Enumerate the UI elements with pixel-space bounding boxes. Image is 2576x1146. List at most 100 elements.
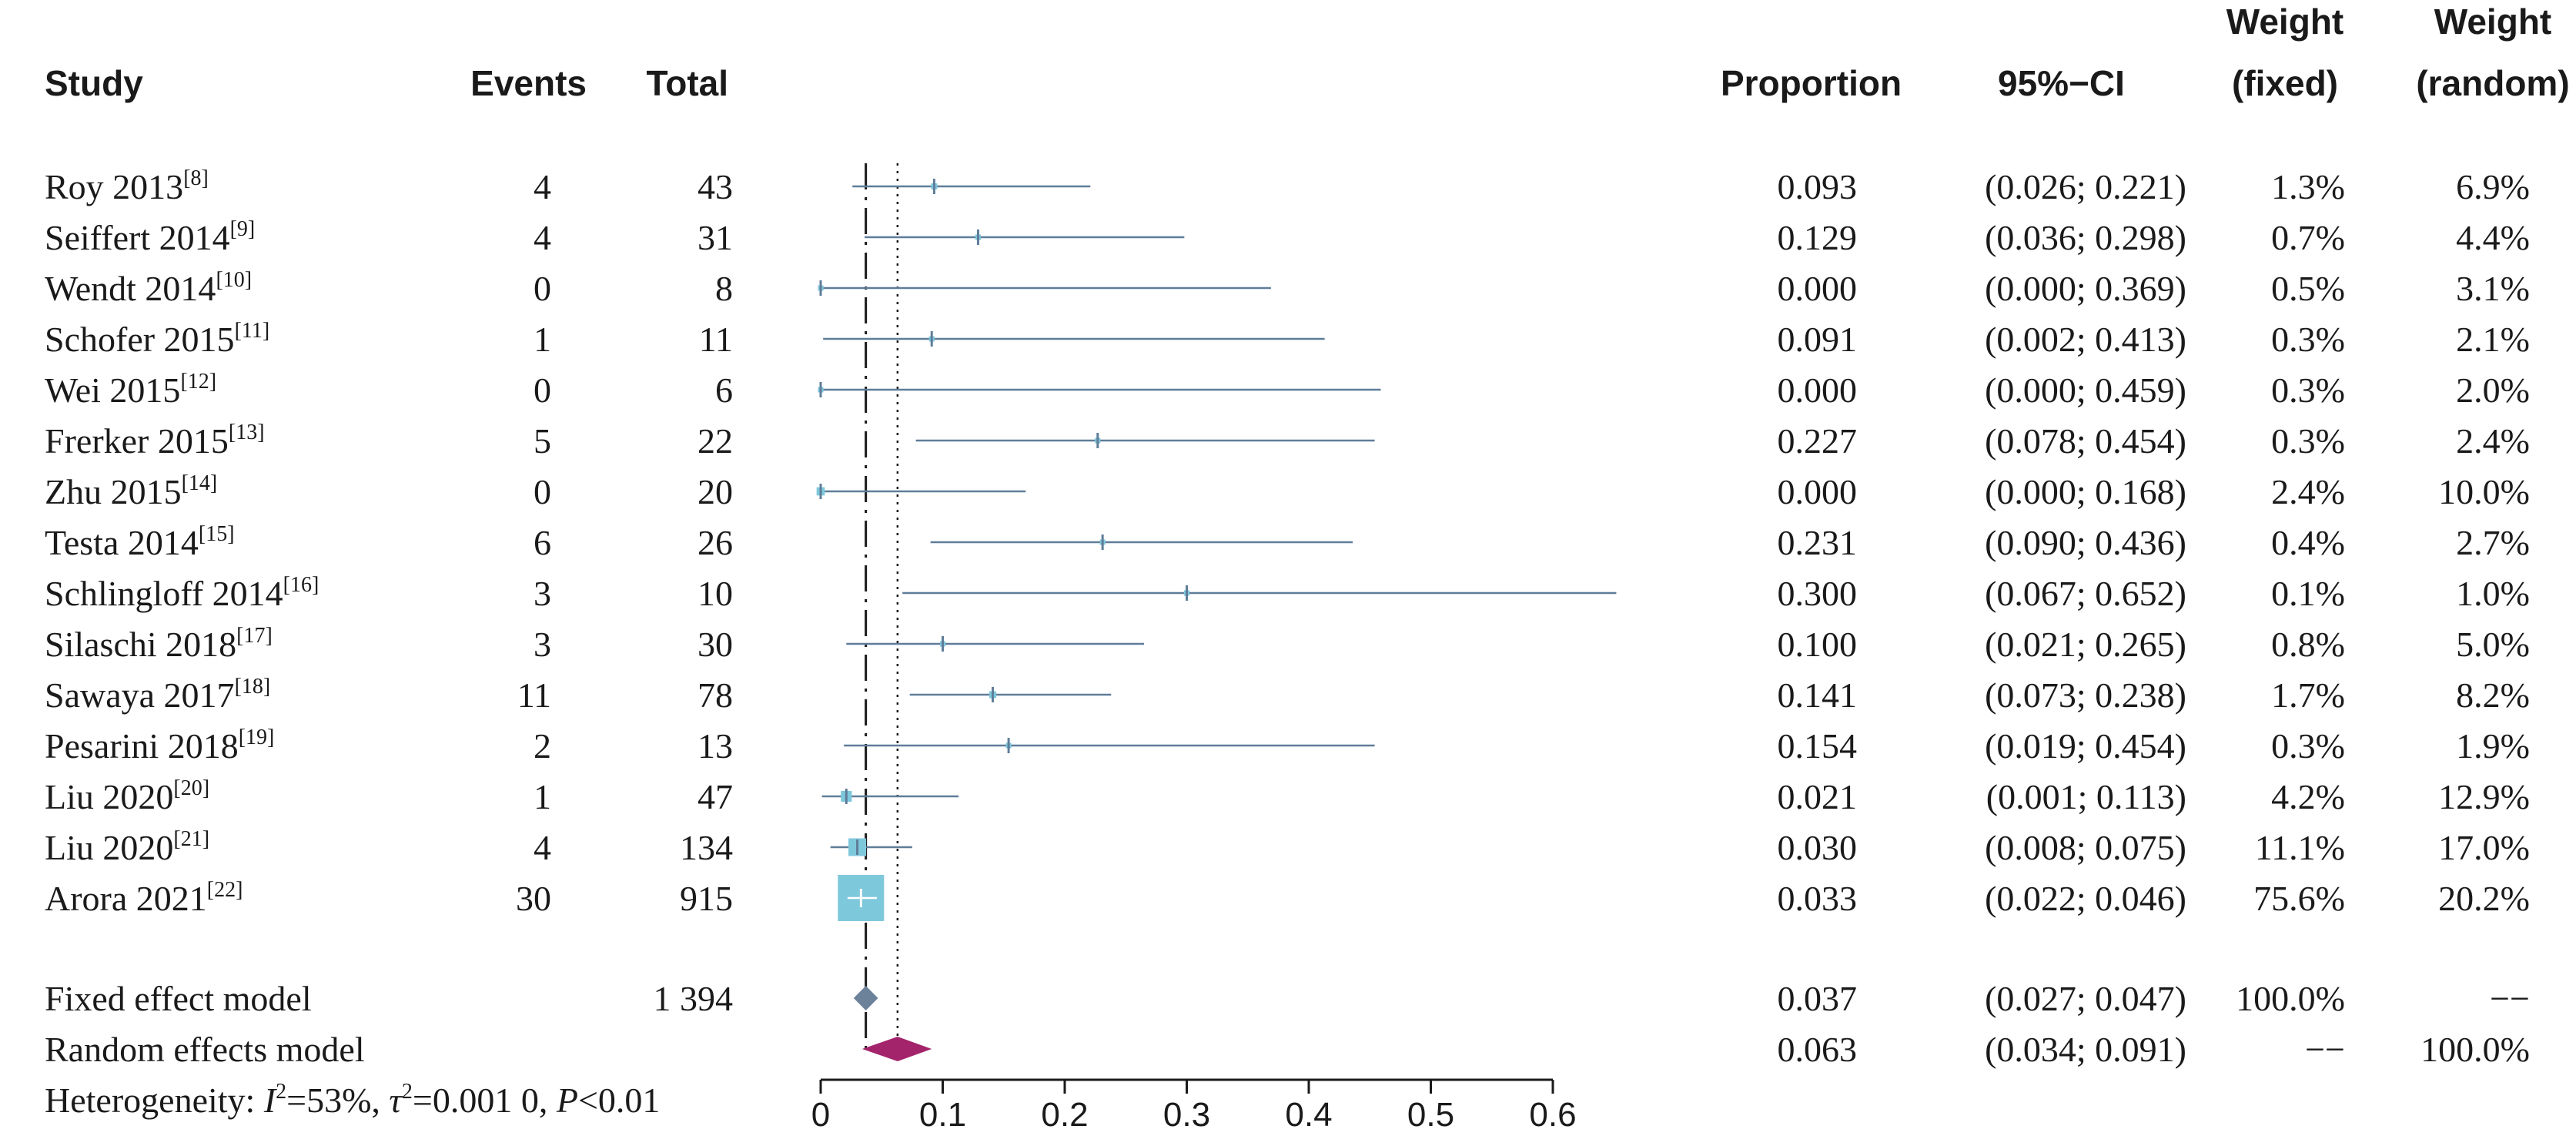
header-weight-fixed-line2: (fixed): [2232, 63, 2338, 103]
study-weight-fixed: 1.7%: [2271, 675, 2345, 715]
study-proportion: 0.091: [1778, 320, 1858, 359]
study-ci: (0.002; 0.413): [1985, 320, 2186, 359]
study-weight-random: 20.2%: [2438, 879, 2530, 918]
study-events: 30: [516, 879, 551, 918]
study-name: Schofer 2015[11]: [45, 319, 269, 359]
study-events: 6: [534, 523, 551, 562]
study-events: 1: [534, 320, 551, 359]
study-weight-random: 2.1%: [2456, 320, 2530, 359]
study-name: Zhu 2015[14]: [45, 471, 217, 511]
study-weight-fixed: 75.6%: [2253, 879, 2345, 918]
study-total: 8: [715, 269, 733, 308]
study-reference: [19]: [239, 725, 275, 749]
study-events: 0: [534, 370, 551, 410]
study-weight-fixed: 0.3%: [2271, 320, 2345, 359]
header-ci: 95%−CI: [1998, 63, 2125, 103]
study-total: 10: [698, 574, 733, 613]
study-reference: [14]: [182, 471, 218, 495]
random-model-proportion: 0.063: [1778, 1030, 1858, 1069]
x-axis-tick-label: 0.1: [919, 1096, 966, 1134]
study-weight-fixed: 0.3%: [2271, 726, 2345, 766]
plot-area: 0 0.1 0.2 0.3 0.4 0.5 0.6: [811, 163, 1617, 1134]
study-weight-random: 1.0%: [2456, 574, 2530, 613]
study-weight-random: 17.0%: [2438, 828, 2530, 867]
study-proportion: 0.300: [1778, 574, 1858, 613]
study-name: Pesarini 2018[19]: [45, 725, 274, 766]
column-headers: Study Events Total Proportion 95%−CI Wei…: [45, 2, 2570, 103]
study-proportion: 0.093: [1778, 167, 1858, 206]
study-name: Frerker 2015[13]: [45, 421, 265, 461]
study-name: Liu 2020[20]: [45, 776, 209, 816]
study-name: Testa 2014[15]: [45, 522, 235, 562]
random-model-weight-fixed: −−: [2305, 1030, 2345, 1069]
study-weight-fixed: 0.8%: [2271, 625, 2345, 664]
header-proportion: Proportion: [1721, 63, 1902, 103]
study-weight-random: 10.0%: [2438, 472, 2530, 511]
header-weight-random-line2: (random): [2416, 63, 2569, 103]
study-events: 11: [517, 675, 551, 715]
study-reference: [10]: [216, 268, 252, 292]
random-effects-diamond: [861, 1037, 932, 1061]
study-reference: [22]: [207, 878, 243, 902]
study-events: 4: [534, 218, 551, 257]
study-ci: (0.073; 0.238): [1985, 675, 2186, 715]
fixed-model-ci: (0.027; 0.047): [1985, 979, 2186, 1018]
study-weight-random: 2.4%: [2456, 421, 2530, 461]
study-ci: (0.008; 0.075): [1985, 828, 2186, 867]
study-ci: (0.021; 0.265): [1985, 625, 2186, 664]
fixed-model-label: Fixed effect model: [45, 979, 312, 1018]
fixed-effect-row: Fixed effect model 1 394 0.037 (0.027; 0…: [45, 979, 2530, 1018]
study-weight-random: 5.0%: [2456, 625, 2530, 664]
header-study: Study: [45, 63, 143, 103]
study-proportion: 0.000: [1778, 472, 1858, 511]
study-weight-random: 4.4%: [2456, 218, 2530, 257]
study-proportion: 0.021: [1778, 777, 1858, 816]
study-proportion: 0.000: [1778, 370, 1858, 410]
header-total: Total: [647, 63, 728, 103]
study-events: 4: [534, 828, 551, 867]
study-name: Liu 2020[21]: [45, 827, 209, 867]
study-events: 4: [534, 167, 551, 206]
header-weight-random-line1: Weight: [2434, 2, 2551, 42]
study-total: 78: [698, 675, 733, 715]
fixed-model-proportion: 0.037: [1778, 979, 1858, 1018]
study-weight-random: 2.0%: [2456, 370, 2530, 410]
study-proportion: 0.231: [1778, 523, 1858, 562]
fixed-model-total: 1 394: [654, 979, 734, 1018]
study-reference: [9]: [230, 217, 256, 241]
study-ci: (0.022; 0.046): [1985, 879, 2186, 918]
study-weight-fixed: 0.3%: [2271, 370, 2345, 410]
study-ci: (0.036; 0.298): [1985, 218, 2186, 257]
study-ci: (0.001; 0.113): [1986, 777, 2186, 816]
header-events: Events: [470, 63, 587, 103]
study-ci: (0.000; 0.459): [1985, 370, 2186, 410]
study-total: 31: [698, 218, 733, 257]
study-weight-fixed: 11.1%: [2255, 828, 2345, 867]
random-model-weight-random: 100.0%: [2420, 1030, 2530, 1069]
study-reference: [21]: [173, 827, 209, 851]
study-events: 1: [534, 777, 551, 816]
study-events: 3: [534, 574, 551, 613]
study-events: 2: [534, 726, 551, 766]
study-weight-random: 2.7%: [2456, 523, 2530, 562]
study-ci: (0.026; 0.221): [1985, 167, 2186, 206]
x-axis-tick-label: 0.5: [1407, 1096, 1454, 1134]
study-weight-random: 6.9%: [2456, 167, 2530, 206]
study-name: Arora 2021[22]: [45, 878, 243, 918]
study-name: Wendt 2014[10]: [45, 268, 252, 308]
study-rows: Roy 2013[8] 4 43 0.093 (0.026; 0.221) 1.3% 6.9…: [45, 166, 2530, 918]
study-reference: [15]: [199, 522, 235, 546]
study-proportion: 0.141: [1778, 675, 1858, 715]
study-total: 22: [698, 421, 733, 461]
study-proportion: 0.227: [1778, 421, 1858, 461]
study-total: 47: [698, 777, 733, 816]
study-ci: (0.067; 0.652): [1985, 574, 2186, 613]
study-total: 134: [680, 828, 733, 867]
header-weight-fixed-line1: Weight: [2226, 2, 2343, 42]
study-reference: [18]: [235, 675, 271, 699]
study-weight-random: 8.2%: [2456, 675, 2530, 715]
study-proportion: 0.030: [1778, 828, 1858, 867]
study-name: Wei 2015[12]: [45, 370, 216, 410]
study-total: 6: [715, 370, 733, 410]
study-weight-random: 12.9%: [2438, 777, 2530, 816]
